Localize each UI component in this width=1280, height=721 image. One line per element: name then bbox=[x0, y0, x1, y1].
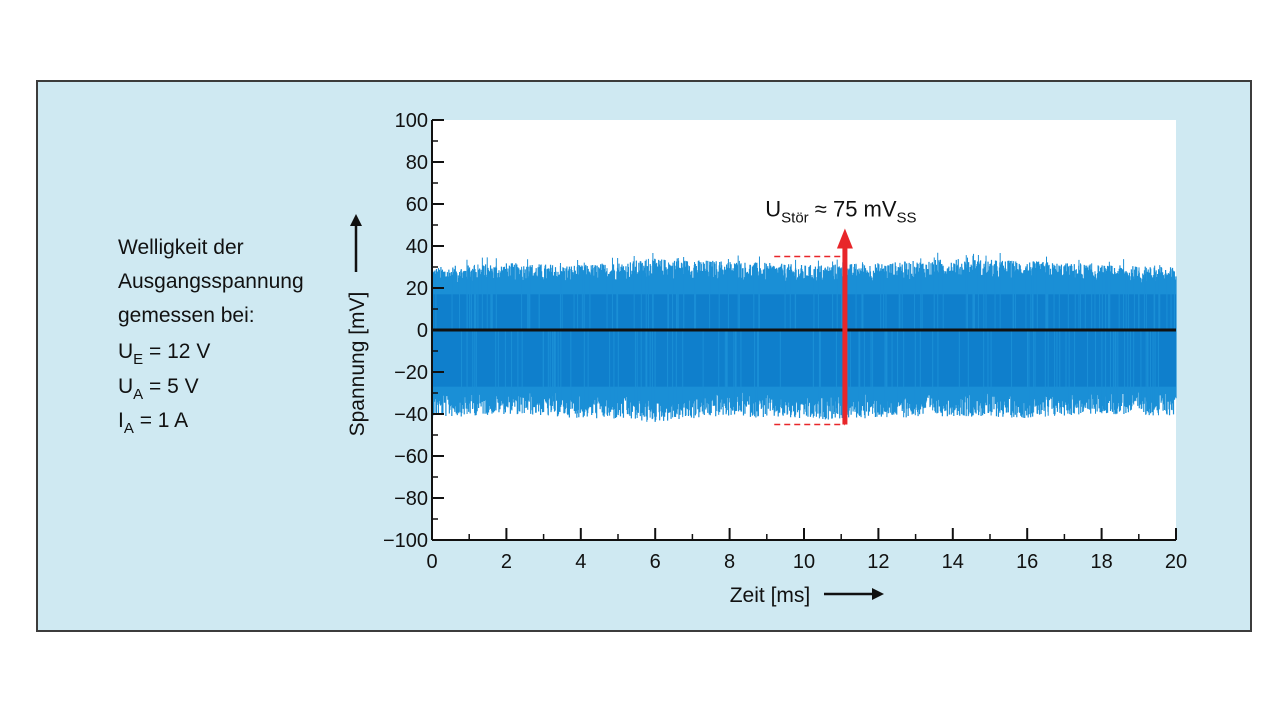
x-tick-label: 16 bbox=[1016, 551, 1038, 573]
measurement-description: Welligkeit der Ausgangsspannung gemessen… bbox=[118, 236, 304, 437]
y-axis-ticks: 100 80 60 40 20 0 −20 −40 −60 −80 −100 bbox=[383, 110, 444, 552]
description-line-1: Welligkeit der bbox=[118, 236, 244, 259]
param-output-current: IA = 1 A bbox=[118, 409, 188, 437]
x-axis-label-group: Zeit [ms] bbox=[730, 584, 884, 607]
x-tick-label: 0 bbox=[426, 551, 437, 573]
x-tick-label: 4 bbox=[575, 551, 586, 573]
param-output-voltage: UA = 5 V bbox=[118, 375, 199, 403]
x-axis-ticks: 0 2 4 6 8 10 12 14 16 18 20 bbox=[426, 528, 1187, 573]
ripple-signal bbox=[431, 252, 1177, 423]
noise-voltage-label: UStör ≈ 75 mVSS bbox=[765, 197, 916, 227]
y-tick-label: 20 bbox=[406, 278, 428, 300]
x-tick-label: 10 bbox=[793, 551, 815, 573]
x-tick-label: 14 bbox=[942, 551, 964, 573]
signal-spikes bbox=[432, 252, 1175, 423]
x-tick-label: 6 bbox=[650, 551, 661, 573]
signal-core-band bbox=[432, 294, 1176, 387]
y-axis-arrow-head-icon bbox=[350, 214, 362, 226]
x-axis-arrow-head-icon bbox=[872, 588, 884, 600]
y-tick-label: 80 bbox=[406, 152, 428, 174]
y-tick-label: 40 bbox=[406, 236, 428, 258]
y-axis-label-group: Spannung [mV] bbox=[346, 214, 369, 436]
y-tick-label: 100 bbox=[395, 110, 428, 132]
x-tick-label: 18 bbox=[1090, 551, 1112, 573]
y-tick-label: −60 bbox=[394, 446, 428, 468]
y-axis-label: Spannung [mV] bbox=[346, 292, 369, 437]
x-axis-label: Zeit [ms] bbox=[730, 584, 811, 607]
y-tick-label: 0 bbox=[417, 320, 428, 342]
description-line-2: Ausgangsspannung bbox=[118, 270, 304, 293]
chart-panel: Welligkeit der Ausgangsspannung gemessen… bbox=[36, 80, 1252, 632]
arrow-head-icon bbox=[836, 228, 853, 249]
y-tick-label: −80 bbox=[394, 488, 428, 510]
y-tick-label: −20 bbox=[394, 362, 428, 384]
x-tick-label: 12 bbox=[867, 551, 889, 573]
y-tick-label: −100 bbox=[383, 530, 428, 552]
ripple-chart: Welligkeit der Ausgangsspannung gemessen… bbox=[118, 110, 1187, 607]
y-tick-label: 60 bbox=[406, 194, 428, 216]
y-tick-label: −40 bbox=[394, 404, 428, 426]
noise-annotation: UStör ≈ 75 mVSS bbox=[765, 197, 917, 426]
description-line-3: gemessen bei: bbox=[118, 304, 255, 327]
x-tick-label: 8 bbox=[724, 551, 735, 573]
x-tick-label: 2 bbox=[501, 551, 512, 573]
x-tick-label: 20 bbox=[1165, 551, 1187, 573]
param-input-voltage: UE = 12 V bbox=[118, 340, 210, 368]
